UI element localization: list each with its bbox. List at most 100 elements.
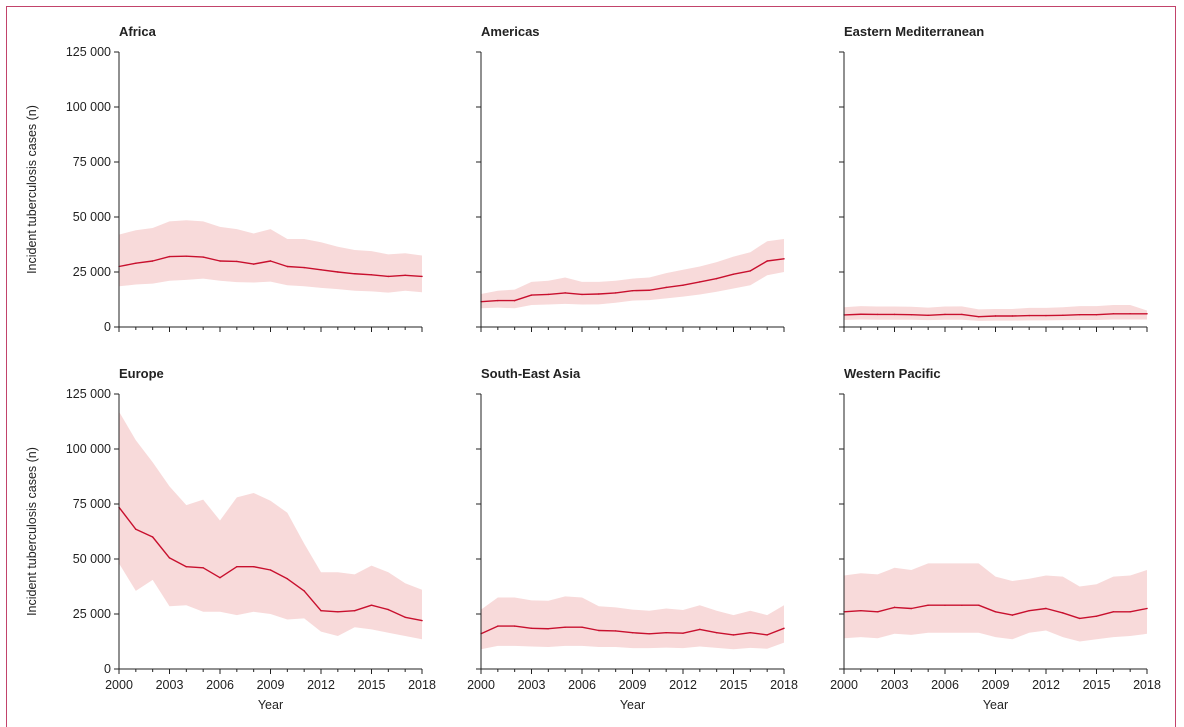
x-tick-label-western-pacific-2018: 2018 <box>1133 678 1161 692</box>
line-segment-europe-2008 <box>252 566 272 571</box>
line-segment-africa-2000 <box>118 262 137 268</box>
data-point-eastern-mediterranean-2001 <box>860 313 862 315</box>
data-point-south-east-asia-2001 <box>497 625 499 627</box>
data-point-western-pacific-2003 <box>893 606 896 609</box>
data-point-europe-2002 <box>152 536 154 538</box>
uncertainty-band-americas <box>481 239 784 309</box>
data-point-europe-2016 <box>387 609 389 611</box>
data-point-eastern-mediterranean-2016 <box>1112 313 1114 315</box>
line-segment-western-pacific-2013 <box>1062 612 1081 620</box>
line-segment-europe-2011 <box>303 590 322 612</box>
data-point-africa-2008 <box>253 263 255 265</box>
line-segment-south-east-asia-2017 <box>766 627 785 636</box>
data-point-south-east-asia-2012 <box>682 632 684 634</box>
line-segment-americas-2008 <box>614 290 634 294</box>
data-point-europe-2003 <box>168 557 171 559</box>
panel-title-eastern-mediterranean: Eastern Mediterranean <box>844 24 984 39</box>
data-point-western-pacific-2013 <box>1062 612 1064 614</box>
data-point-western-pacific-2017 <box>1129 611 1131 613</box>
data-point-africa-2010 <box>286 265 288 268</box>
panel-europe: Europe 0 25 000 50 000 75 000 100 000 125 000 2… <box>25 366 436 712</box>
data-point-eastern-mediterranean-2004 <box>910 314 912 316</box>
line-segment-americas-2007 <box>598 292 617 295</box>
line-segment-africa-2017 <box>404 274 423 278</box>
x-tick-label-south-east-asia-2018: 2018 <box>770 678 798 692</box>
data-point-western-pacific-2006 <box>944 604 946 606</box>
data-point-africa-2007 <box>236 260 238 263</box>
x-tick-label-western-pacific-2009: 2009 <box>982 678 1010 692</box>
line-segment-africa-2010 <box>286 265 305 269</box>
panel-americas: Americas <box>476 24 785 332</box>
panel-africa: Africa 0 25 000 50 000 75 000 100 000 125 000 I… <box>25 24 423 334</box>
data-point-south-east-asia-2003 <box>530 627 533 629</box>
data-point-south-east-asia-2018 <box>783 627 785 629</box>
line-segment-americas-2017 <box>766 258 785 262</box>
line-segment-europe-2017 <box>404 616 423 622</box>
x-tick-label-western-pacific-2003: 2003 <box>881 678 909 692</box>
data-point-americas-2010 <box>648 289 650 291</box>
line-segment-europe-2001 <box>135 528 154 538</box>
x-tick-label-europe-2018: 2018 <box>408 678 436 692</box>
data-point-africa-2017 <box>404 274 406 276</box>
data-point-americas-2013 <box>699 281 701 283</box>
data-point-western-pacific-2011 <box>1028 610 1030 612</box>
line-segment-americas-2002 <box>513 294 533 302</box>
line-segment-europe-2004 <box>185 566 204 569</box>
data-point-africa-2002 <box>152 260 154 262</box>
uncertainty-band-eastern-mediterranean <box>844 305 1147 321</box>
data-point-western-pacific-2010 <box>1011 614 1013 616</box>
y-tick-label-europe-100000: 100 000 <box>66 442 111 456</box>
line-segment-western-pacific-2002 <box>876 606 896 613</box>
data-point-africa-2004 <box>185 255 187 257</box>
data-point-south-east-asia-2009 <box>631 632 634 634</box>
data-point-africa-2012 <box>320 269 322 271</box>
data-point-africa-2018 <box>421 275 423 277</box>
data-point-eastern-mediterranean-2015 <box>1095 314 1098 316</box>
data-point-western-pacific-2016 <box>1112 611 1114 613</box>
data-point-western-pacific-2009 <box>994 611 997 613</box>
line-segment-western-pacific-2001 <box>860 610 879 613</box>
data-point-western-pacific-2007 <box>961 604 963 606</box>
data-point-americas-2009 <box>631 290 634 292</box>
x-axis-label-europe: Year <box>258 698 283 712</box>
data-point-eastern-mediterranean-2012 <box>1045 314 1047 317</box>
x-tick-label-south-east-asia-2009: 2009 <box>619 678 647 692</box>
uncertainty-band-europe <box>119 411 422 640</box>
data-point-south-east-asia-2010 <box>648 633 650 635</box>
line-segment-eastern-mediterranean-2013 <box>1062 313 1081 317</box>
line-segment-eastern-mediterranean-2005 <box>927 313 946 317</box>
panel-title-western-pacific: Western Pacific <box>844 366 941 381</box>
line-segment-europe-2016 <box>387 608 406 618</box>
data-point-eastern-mediterranean-2003 <box>893 313 896 316</box>
data-point-americas-2015 <box>732 273 735 275</box>
panel-south-east-asia: South-East Asia 2000 2003 2006 2009 2012 2015 2… <box>467 366 798 712</box>
line-segment-western-pacific-2015 <box>1095 611 1115 617</box>
data-point-americas-2005 <box>564 292 566 294</box>
uncertainty-band-western-pacific <box>844 563 1147 642</box>
data-point-south-east-asia-2017 <box>766 634 768 636</box>
data-point-europe-2009 <box>269 569 272 571</box>
line-segment-americas-2014 <box>715 273 735 280</box>
x-tick-label-europe-2012: 2012 <box>307 678 335 692</box>
line-segment-africa-2005 <box>202 256 221 262</box>
line-segment-western-pacific-2003 <box>893 606 913 610</box>
x-tick-label-western-pacific-2000: 2000 <box>830 678 858 692</box>
line-segment-eastern-mediterranean-2000 <box>843 313 862 316</box>
data-point-europe-2008 <box>253 566 255 568</box>
line-segment-africa-2009 <box>269 260 289 268</box>
data-point-europe-2011 <box>303 590 305 592</box>
x-axis-label-south-east-asia: Year <box>620 698 645 712</box>
line-segment-western-pacific-2004 <box>910 604 929 610</box>
line-segment-south-east-asia-2004 <box>547 626 566 630</box>
line-segment-europe-2015 <box>370 604 390 611</box>
line-segment-western-pacific-2017 <box>1129 607 1148 613</box>
line-segment-south-east-asia-2002 <box>513 625 533 629</box>
line-segment-western-pacific-2012 <box>1045 607 1064 614</box>
line-segment-africa-2002 <box>151 255 171 262</box>
data-point-americas-2017 <box>766 260 768 262</box>
line-segment-europe-2003 <box>168 557 188 568</box>
x-tick-label-europe-2000: 2000 <box>105 678 133 692</box>
line-segment-europe-2000 <box>118 506 137 530</box>
line-segment-europe-2010 <box>286 578 305 592</box>
